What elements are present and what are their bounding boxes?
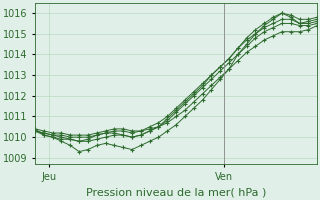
X-axis label: Pression niveau de la mer( hPa ): Pression niveau de la mer( hPa )	[86, 187, 266, 197]
